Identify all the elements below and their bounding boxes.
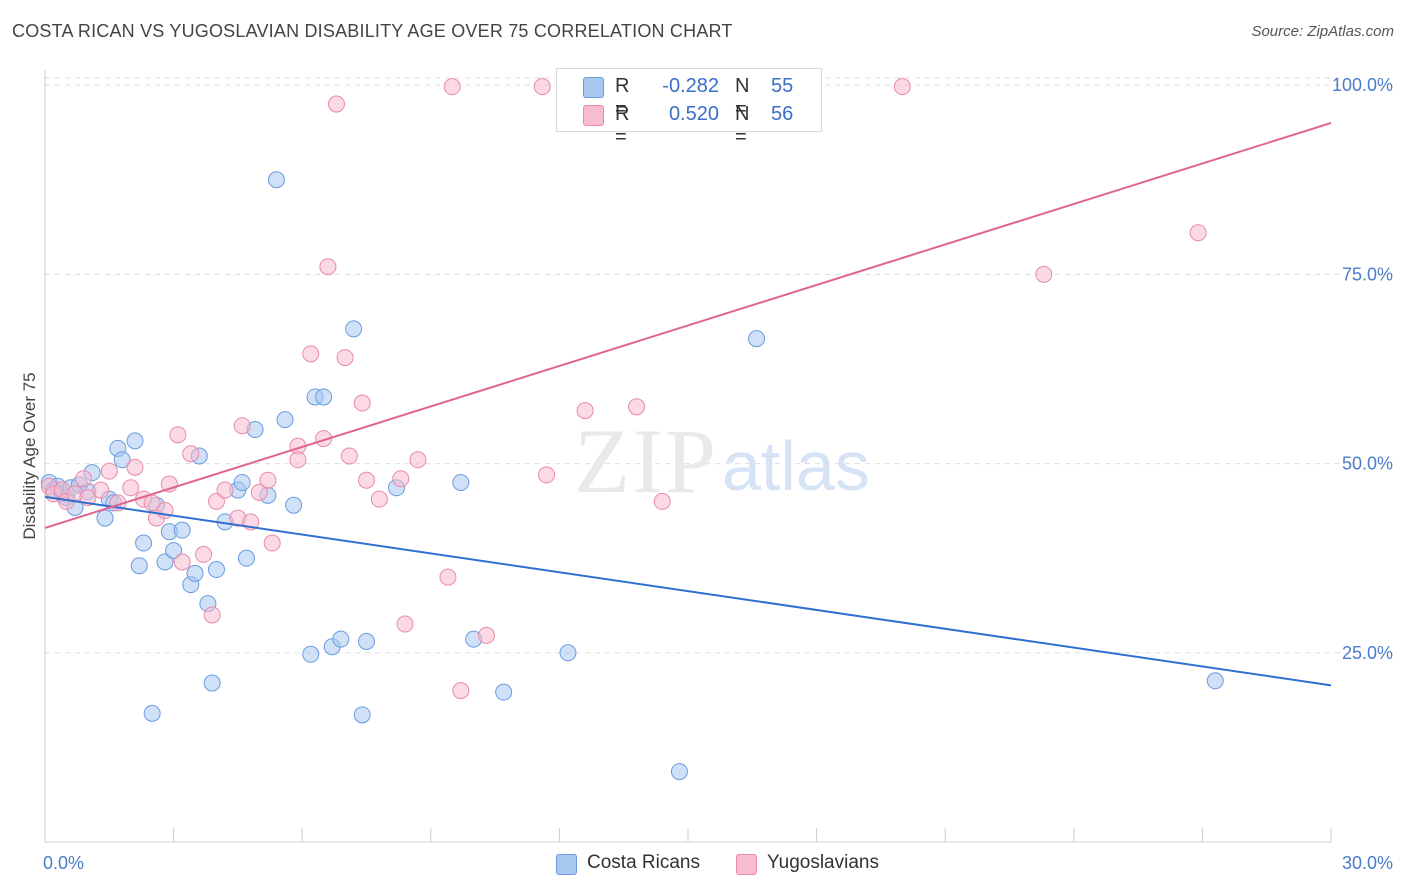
costa-ricans-point [203,674,221,692]
yugoslavians-point [576,402,594,420]
yugoslavians-point [452,682,470,700]
costa-ricans-point [345,320,363,338]
yugoslavians-point [1035,265,1053,283]
yugoslavians-point [443,78,461,96]
yugoslavians-point [353,394,371,412]
n-label: N = [735,103,750,148]
yugoslavians-point [533,78,551,96]
costa-ricans-point [452,473,470,491]
y-tick-label: 75.0% [1342,264,1393,284]
costa-ricans-point [233,473,251,491]
x-tick-label: 0.0% [43,853,84,873]
y-tick-label: 25.0% [1342,643,1393,663]
yugoslavians-point [233,417,251,435]
yugoslavians-point [340,447,358,465]
costa-ricans-point [670,763,688,781]
yugoslavians-point [370,490,388,508]
costa-ricans-point [130,557,148,575]
yugoslavians-point [628,398,646,416]
costa-ricans-trend-line [44,495,1332,687]
yugoslavians-point [289,451,307,469]
yugoslavians-point [327,95,345,113]
yugoslavians-point [169,426,187,444]
costa-ricans-point [495,683,513,701]
costa-ricans-point [559,644,577,662]
costa-ricans-point [173,521,191,539]
y-axis-title: Disability Age Over 75 [20,372,39,539]
yugoslavians-point [409,451,427,469]
r-label: R = [615,75,630,120]
n-value: 56 [771,103,794,125]
costa-ricans-swatch [583,77,604,98]
yugoslavians-point [893,78,911,96]
costa-ricans-point [237,549,255,567]
costa-ricans-swatch [556,854,577,875]
yugoslavians-point [216,481,234,499]
yugoslavians-point [100,462,118,480]
costa-ricans-point [332,630,350,648]
costa-ricans-point [358,632,375,650]
yugoslavians-point [302,345,320,363]
yugoslavians-point [259,471,277,489]
yugoslavians-point [122,479,140,497]
costa-ricans-point [315,388,333,406]
costa-ricans-point [267,171,285,189]
yugoslavians-point [250,483,268,501]
yugoslavians-point [439,568,457,586]
yugoslavians-point [182,445,200,463]
costa-ricans-point [186,564,204,582]
yugoslavians-point [392,470,410,488]
source-label: Source: ZipAtlas.com [1251,23,1394,40]
yugoslavians-point [207,492,225,510]
costa-ricans-point [156,553,174,571]
r-value: 0.520 [668,103,719,125]
r-value: -0.282 [662,75,719,97]
yugoslavians-point [336,349,354,367]
series-name: Yugoslavians [767,852,879,873]
series-name: Costa Ricans [587,852,700,873]
costa-ricans-point [748,330,766,348]
yugoslavians-point [75,470,93,488]
costa-ricans-point [135,534,153,552]
costa-ricans-point [207,561,225,579]
yugoslavians-point [538,466,556,484]
costa-ricans-point [165,542,183,560]
y-tick-label: 50.0% [1342,454,1393,474]
costa-ricans-point [353,706,371,724]
yugoslavians-point [263,534,281,552]
costa-ricans-point [302,645,320,663]
y-tick-label: 100.0% [1332,75,1393,95]
n-label: N = [735,75,750,120]
costa-ricans-point [1206,672,1224,690]
yugoslavians-point [478,626,496,644]
yugoslavians-point [358,471,375,489]
costa-ricans-point [113,451,131,469]
x-tick-label: 30.0% [1342,853,1393,873]
costa-ricans-point [96,509,114,527]
costa-ricans-point [143,704,161,722]
yugoslavians-swatch [583,105,604,126]
watermark-zip: ZIP [574,410,718,512]
yugoslavians-point [653,492,671,510]
yugoslavians-point [203,606,221,624]
correlation-legend: R = -0.282 N = 55 R = 0.520 N = 56 [556,68,822,148]
yugoslavians-point [126,458,144,476]
yugoslavians-trend-line [44,122,1332,529]
yugoslavians-point [195,545,213,563]
costa-ricans-point [126,432,144,450]
yugoslavians-point [1189,224,1207,242]
r-label: R = [615,103,630,148]
watermark-atlas: atlas [722,427,870,505]
costa-ricans-point [276,411,294,429]
chart-title: COSTA RICAN VS YUGOSLAVIAN DISABILITY AG… [12,21,733,41]
yugoslavians-point [396,615,414,633]
yugoslavians-point [319,258,337,276]
n-value: 55 [771,75,794,97]
costa-ricans-point [285,496,303,514]
yugoslavians-point [92,481,110,499]
yugoslavians-swatch [736,854,757,875]
yugoslavians-point [173,553,191,571]
